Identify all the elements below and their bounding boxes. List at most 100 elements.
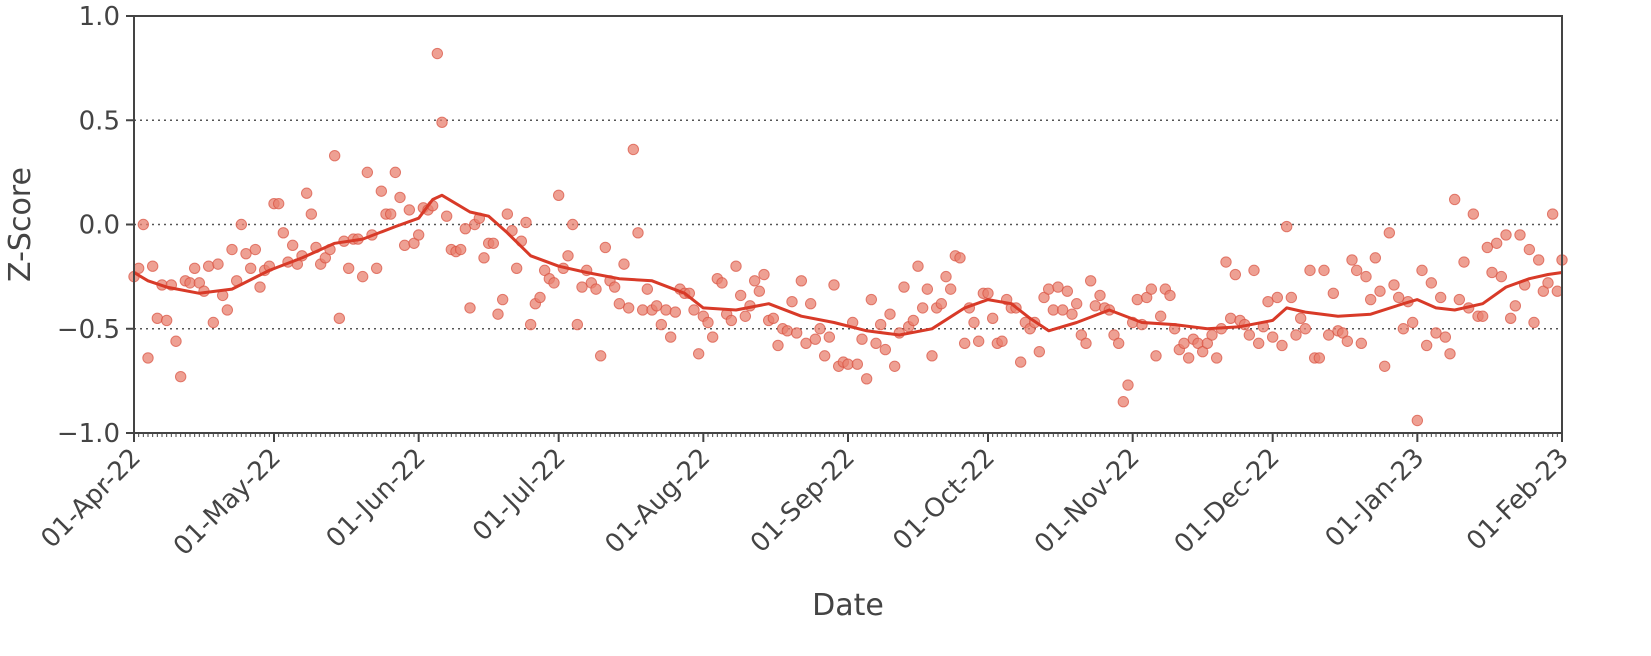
scatter-point xyxy=(1486,266,1498,279)
scatter-point xyxy=(1084,275,1097,287)
scatter-point xyxy=(1444,348,1456,360)
scatter-point xyxy=(944,283,957,295)
scatter-point xyxy=(1280,220,1293,233)
scatter-points xyxy=(128,47,1568,427)
scatter-point xyxy=(1523,243,1536,256)
scatter-point xyxy=(1294,312,1307,325)
scatter-point xyxy=(856,333,868,345)
scatter-point xyxy=(753,285,766,297)
scatter-point xyxy=(1262,295,1274,308)
scatter-point xyxy=(454,243,467,256)
scatter-point xyxy=(758,268,770,281)
scatter-point xyxy=(800,337,812,350)
scatter-point xyxy=(1481,241,1494,254)
scatter-point xyxy=(1430,327,1442,339)
scatter-point xyxy=(478,252,490,264)
scatter-point xyxy=(1448,193,1461,206)
scatter-point xyxy=(1322,329,1335,341)
scatter-point xyxy=(1551,285,1564,297)
scatter-point xyxy=(1411,414,1424,427)
scatter-point xyxy=(814,323,826,335)
scatter-point xyxy=(370,262,383,274)
scatter-point xyxy=(874,318,887,331)
scatter-point xyxy=(305,208,318,220)
scatter-point xyxy=(524,318,537,331)
scatter-point xyxy=(958,337,971,350)
scatter-point xyxy=(300,187,313,199)
scatter-point xyxy=(1327,287,1340,300)
scatter-point xyxy=(1154,310,1167,322)
scatter-point xyxy=(1346,254,1358,266)
scatter-point xyxy=(1220,256,1232,268)
scatter-point xyxy=(716,277,728,289)
scatter-point xyxy=(361,166,374,179)
scatter-point xyxy=(1378,360,1391,372)
scatter-point xyxy=(1276,339,1288,352)
scatter-point xyxy=(272,197,285,210)
scatter-point xyxy=(1014,356,1027,368)
scatter-point xyxy=(1374,285,1386,297)
scatter-point xyxy=(375,185,388,197)
scatter-point xyxy=(221,304,234,316)
scatter-point xyxy=(1089,300,1102,312)
scatter-point xyxy=(1355,337,1368,350)
scatter-point xyxy=(1434,291,1447,304)
scatter-point xyxy=(1052,281,1064,293)
scatter-point xyxy=(809,333,822,345)
scatter-point xyxy=(781,325,794,337)
scatter-point xyxy=(1406,316,1419,329)
y-tick-label: −0.5 xyxy=(57,315,120,345)
scatter-point xyxy=(725,314,738,327)
scatter-point xyxy=(1392,291,1405,304)
scatter-point xyxy=(1229,268,1242,281)
scatter-point xyxy=(1206,329,1218,341)
scatter-point xyxy=(669,306,682,318)
scatter-point xyxy=(660,304,672,316)
scatter-point xyxy=(496,293,509,306)
scatter-point xyxy=(627,143,640,156)
scatter-point xyxy=(860,373,873,385)
scatter-point xyxy=(1383,227,1396,239)
scatter-point xyxy=(921,283,934,295)
scatter-point xyxy=(767,312,780,325)
scatter-point xyxy=(786,295,798,308)
scatter-point xyxy=(1439,331,1452,343)
scatter-point xyxy=(622,302,635,314)
scatter-point xyxy=(534,291,546,304)
scatter-point xyxy=(1094,289,1106,302)
scatter-point xyxy=(828,279,840,291)
y-tick-label: 0.0 xyxy=(79,211,120,241)
scatter-point xyxy=(888,360,901,372)
scatter-point xyxy=(879,343,892,356)
scatter-point xyxy=(1285,291,1298,304)
scatter-point xyxy=(655,318,668,331)
scatter-point xyxy=(1341,335,1354,347)
scatter-point xyxy=(912,260,924,272)
scatter-point xyxy=(1122,379,1134,391)
scatter-point xyxy=(1299,323,1312,335)
scatter-point xyxy=(702,316,714,329)
scatter-point xyxy=(146,260,159,272)
scatter-point xyxy=(1350,264,1363,277)
scatter-point xyxy=(650,300,663,312)
scatter-point xyxy=(1313,352,1326,364)
scatter-point xyxy=(1495,270,1508,283)
scatter-point xyxy=(160,314,173,327)
scatter-point xyxy=(394,191,406,204)
scatter-point xyxy=(1467,208,1480,220)
scatter-point xyxy=(1388,279,1400,291)
scatter-point xyxy=(1042,283,1055,295)
scatter-point xyxy=(1546,208,1559,220)
scatter-point xyxy=(692,348,705,360)
scatter-point xyxy=(972,335,985,347)
scatter-point xyxy=(254,281,266,293)
scatter-point xyxy=(1066,308,1078,320)
scatter-point xyxy=(1500,229,1512,241)
scatter-point xyxy=(277,227,290,239)
scatter-point xyxy=(1425,277,1438,289)
scatter-point xyxy=(240,247,252,260)
scatter-point xyxy=(618,258,630,270)
scatter-point xyxy=(440,210,453,222)
scatter-point xyxy=(986,312,999,325)
scatter-point xyxy=(398,239,411,252)
